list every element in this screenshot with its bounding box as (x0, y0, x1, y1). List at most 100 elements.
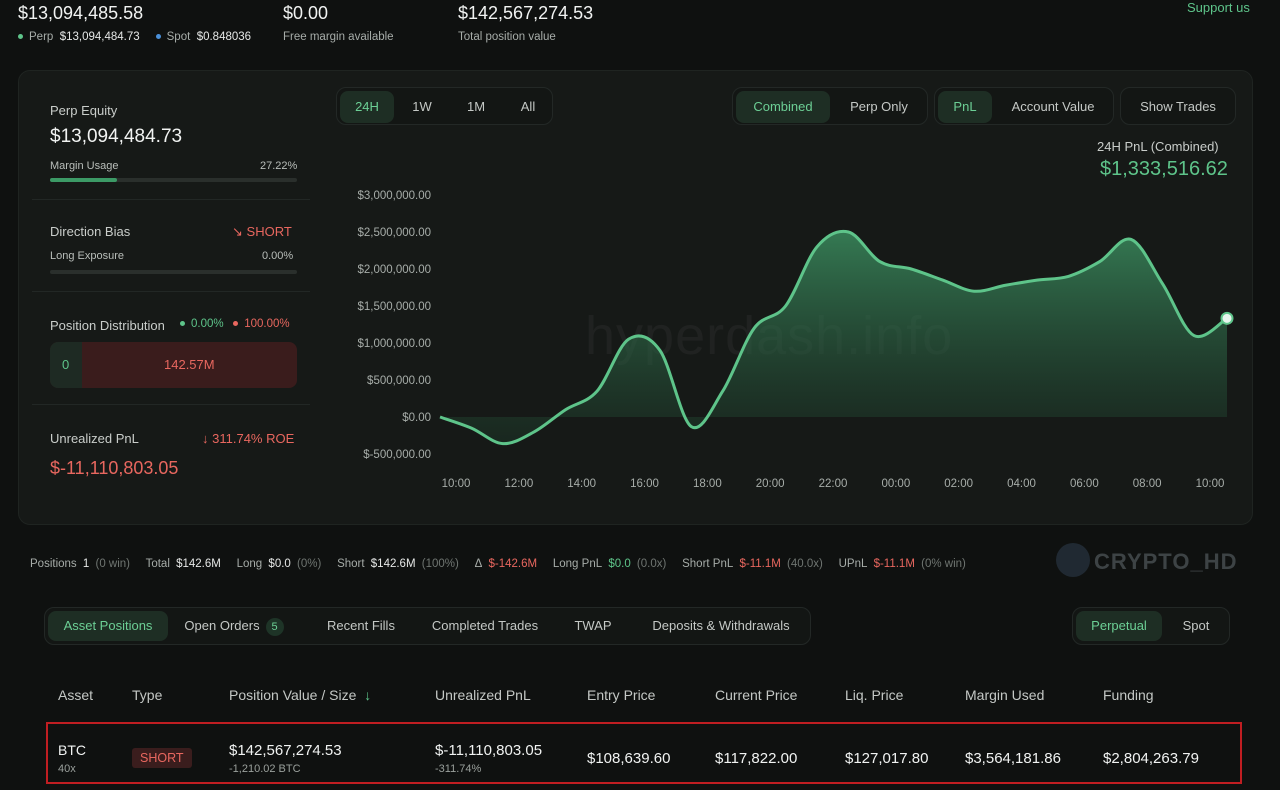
row-asset[interactable]: BTC (58, 742, 86, 758)
short-value: $142.6M (370, 558, 416, 570)
range-tabs: 24H 1W 1M All (336, 87, 553, 125)
metric-tabs: PnL Account Value (934, 87, 1114, 125)
x-axis: 10:00 12:00 14:00 16:00 18:00 20:00 22:00 00:00… (442, 478, 1225, 490)
total-position-value: $142,567,274.53 (458, 3, 594, 23)
tab-1m[interactable]: 1M (466, 99, 486, 114)
total-position-label: Total position value (458, 31, 556, 43)
direction-bias-label: Direction Bias (50, 224, 131, 239)
x-tick-label: 06:00 (1070, 478, 1099, 490)
col-margin-used[interactable]: Margin Used (965, 687, 1045, 703)
x-tick-label: 08:00 (1133, 478, 1162, 490)
margin-usage-label: Margin Usage (50, 160, 119, 172)
x-tick-label: 16:00 (630, 478, 659, 490)
tab-twap[interactable]: TWAP (574, 618, 612, 633)
spot-dot-icon (155, 34, 161, 40)
free-margin-label: Free margin available (283, 31, 394, 43)
telegram-icon (1056, 543, 1090, 577)
position-tabs: Asset Positions Open Orders 5 Recent Fill… (44, 607, 811, 645)
x-tick-label: 00:00 (881, 478, 910, 490)
pnl-end-point[interactable] (1220, 311, 1234, 325)
direction-bias: ↘ SHORT (232, 224, 292, 240)
brand-watermark: CRYPTO_HD (1094, 549, 1238, 574)
divider (32, 199, 310, 200)
row-leverage: 40x (58, 763, 76, 775)
pnl-chart: $3,000,000.00 $2,500,000.00 $2,000,000.00 $… (357, 190, 1234, 490)
row-funding: $2,804,263.79 (1103, 750, 1199, 767)
col-liq-price[interactable]: Liq. Price (845, 687, 904, 703)
tab-perp-only[interactable]: Perp Only (850, 99, 908, 114)
x-tick-label: 12:00 (504, 478, 533, 490)
long-dot-icon (180, 321, 185, 327)
total-value: $142.6M (176, 558, 221, 570)
delta-value: $-142.6M (488, 558, 538, 570)
table-row[interactable] (46, 722, 1242, 784)
short-pct: (100%) (421, 558, 459, 570)
pnl-area (440, 231, 1227, 444)
long-exposure-bar (50, 270, 297, 274)
y-tick-label: $500,000.00 (367, 375, 431, 387)
tab-asset-positions[interactable]: Asset Positions (48, 611, 168, 641)
mode-tabs: Combined Perp Only (732, 87, 928, 125)
dist-short-value: 142.57M (164, 357, 215, 372)
perp-value: $13,094,484.73 (59, 31, 140, 43)
distribution-bar: 0 142.57M (50, 342, 297, 388)
x-tick-label: 10:00 (1196, 478, 1225, 490)
long-pct: (0%) (297, 558, 322, 570)
positions-summary-strip: Positions 1 (0 win) Total $142.6M Long $… (18, 543, 1253, 581)
col-asset[interactable]: Asset (58, 687, 94, 703)
tab-recent-fills[interactable]: Recent Fills (327, 618, 395, 633)
tab-combined[interactable]: Combined (736, 91, 830, 123)
positions-count: 1 (82, 558, 90, 570)
row-entry-price: $108,639.60 (587, 750, 671, 767)
tab-open-orders[interactable]: Open Orders 5 (175, 611, 293, 641)
short-pnl-label: Short PnL (682, 558, 734, 570)
show-trades-button[interactable]: Show Trades (1140, 99, 1216, 114)
long-value: $0.0 (268, 558, 291, 570)
distribution-percents: 0.00% 100.00% (180, 318, 290, 330)
margin-usage-fill (50, 178, 118, 182)
col-current-price[interactable]: Current Price (715, 687, 798, 703)
col-type[interactable]: Type (132, 687, 163, 703)
long-pnl-x: (0.0x) (636, 558, 667, 570)
upnl-win: (0% win) (921, 558, 966, 570)
trend-down-icon: ↘ (232, 224, 243, 239)
total-label: Total (145, 558, 170, 570)
x-tick-label: 20:00 (756, 478, 785, 490)
tab-spot[interactable]: Spot (1182, 618, 1210, 633)
distribution-long-segment (50, 342, 82, 388)
y-tick-label: $0.00 (402, 412, 431, 424)
row-pnl-pct: -311.74% (435, 763, 482, 775)
divider (32, 404, 310, 405)
tab-pnl[interactable]: PnL (938, 91, 992, 123)
upnl-value: $-11.1M (873, 558, 915, 570)
tab-all[interactable]: All (520, 99, 536, 114)
long-pnl-label: Long PnL (552, 558, 603, 570)
spot-value: $0.848036 (196, 31, 252, 43)
tab-1w[interactable]: 1W (412, 99, 432, 114)
col-funding[interactable]: Funding (1103, 687, 1154, 703)
y-tick-label: $-500,000.00 (363, 449, 431, 461)
dist-long-value: 0 (62, 357, 70, 372)
tab-deposits-withdrawals[interactable]: Deposits & Withdrawals (652, 618, 790, 633)
tab-perpetual[interactable]: Perpetual (1076, 611, 1162, 641)
perp-equity-label: Perp Equity (50, 103, 118, 118)
y-axis: $3,000,000.00 $2,500,000.00 $2,000,000.00 $… (357, 190, 431, 461)
tab-account-value[interactable]: Account Value (1011, 99, 1095, 114)
support-link[interactable]: Support us (1187, 0, 1250, 15)
short-dot-icon (233, 321, 239, 327)
tab-completed-trades[interactable]: Completed Trades (431, 618, 539, 633)
chart-header-label: 24H PnL (Combined) (1097, 139, 1219, 154)
col-position-value-label: Position Value / Size (229, 687, 357, 703)
arrow-down-icon: ↓ (202, 431, 209, 446)
col-unrealized-pnl[interactable]: Unrealized PnL (435, 687, 531, 703)
roe: ↓ 311.74% ROE (202, 431, 294, 446)
y-tick-label: $1,500,000.00 (357, 301, 431, 313)
long-exposure-label: Long Exposure (50, 250, 124, 262)
long-pnl-value: $0.0 (608, 558, 631, 570)
col-position-value[interactable]: Position Value / Size ↓ (229, 687, 371, 703)
spot-label: Spot (166, 31, 191, 43)
col-entry-price[interactable]: Entry Price (587, 687, 656, 703)
positions-win: (0 win) (95, 558, 130, 570)
tab-24h[interactable]: 24H (340, 91, 394, 123)
y-tick-label: $2,500,000.00 (357, 227, 431, 239)
